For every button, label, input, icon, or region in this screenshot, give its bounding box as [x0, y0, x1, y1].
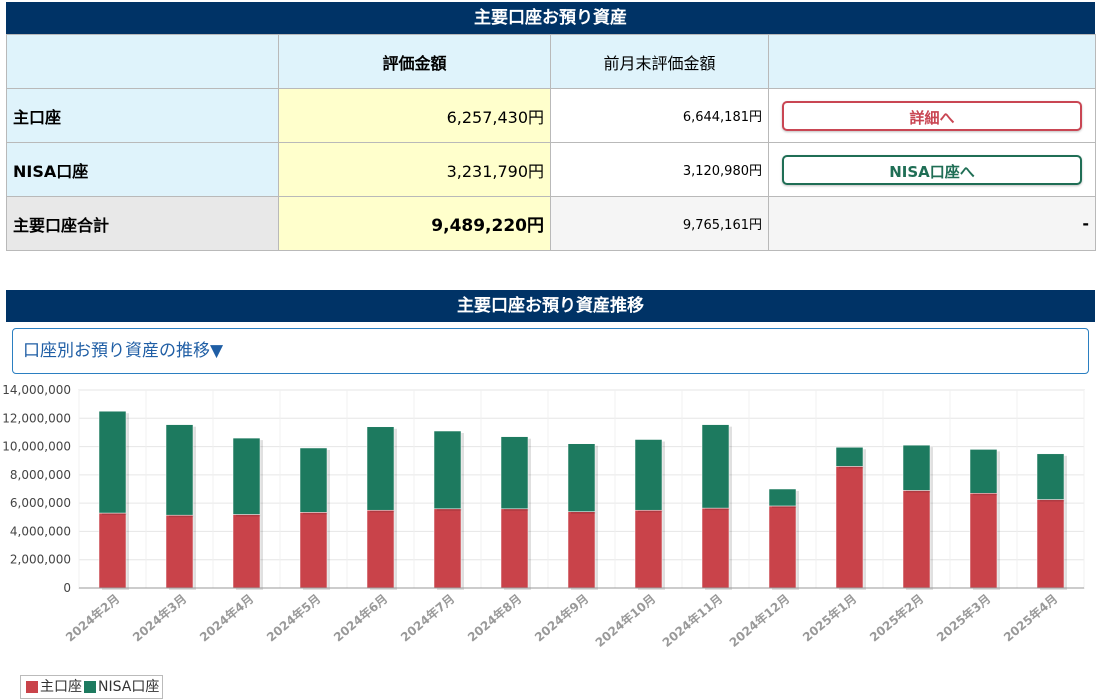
y-tick-label: 10,000,000 — [2, 440, 71, 454]
x-tick-label: 2024年4月 — [196, 591, 256, 645]
bar-nisa-account — [902, 444, 931, 491]
row-label: 主口座 — [6, 88, 279, 143]
header-eval: 評価金額 — [278, 34, 551, 89]
detail-button[interactable]: 詳細へ — [782, 100, 1082, 131]
bar-nisa-account — [634, 439, 663, 511]
table-row: NISA口座 3,231,790円 3,120,980円 NISA口座へ — [6, 142, 1096, 197]
table-row: 主口座 6,257,430円 6,644,181円 詳細へ — [6, 88, 1096, 143]
x-tick-label: 2024年11月 — [659, 591, 725, 650]
total-label: 主要口座合計 — [6, 196, 279, 251]
row-prev: 3,120,980円 — [550, 142, 769, 197]
total-eval: 9,489,220円 — [278, 196, 551, 251]
total-action: - — [768, 196, 1096, 251]
account-trend-toggle[interactable]: 口座別お預り資産の推移▼ — [12, 328, 1089, 374]
y-tick-label: 0 — [63, 581, 71, 595]
x-tick-label: 2024年9月 — [531, 591, 591, 645]
bar-nisa-account — [567, 443, 596, 512]
bar-main-account — [165, 514, 194, 589]
x-tick-label: 2025年4月 — [1000, 591, 1060, 645]
row-eval: 6,257,430円 — [278, 88, 551, 143]
bar-nisa-account — [433, 430, 462, 510]
row-action: NISA口座へ — [768, 142, 1096, 197]
x-tick-label: 2024年3月 — [129, 591, 189, 645]
y-tick-label: 12,000,000 — [2, 411, 71, 425]
assets-table: 評価金額 前月末評価金額 主口座 6,257,430円 6,644,181円 詳… — [6, 34, 1096, 251]
bar-nisa-account — [98, 410, 127, 514]
legend-swatch-main — [26, 681, 38, 693]
nisa-account-button[interactable]: NISA口座へ — [782, 154, 1082, 185]
y-tick-label: 8,000,000 — [10, 468, 71, 482]
x-tick-label: 2024年12月 — [726, 591, 792, 650]
bar-nisa-account — [969, 449, 998, 494]
bar-nisa-account — [835, 447, 864, 467]
y-tick-label: 6,000,000 — [10, 496, 71, 510]
bar-main-account — [366, 509, 395, 589]
bar-main-account — [299, 512, 328, 589]
x-tick-label: 2024年2月 — [62, 591, 122, 645]
bar-nisa-account — [768, 488, 797, 507]
x-tick-label: 2025年3月 — [933, 591, 993, 645]
x-tick-label: 2024年5月 — [263, 591, 323, 645]
y-tick-label: 2,000,000 — [10, 553, 71, 567]
bar-nisa-account — [299, 447, 328, 513]
bar-main-account — [500, 508, 529, 589]
bar-main-account — [567, 511, 596, 589]
bar-main-account — [1036, 499, 1065, 589]
legend-label-main: 主口座 — [40, 679, 82, 695]
row-action: 詳細へ — [768, 88, 1096, 143]
bar-main-account — [969, 492, 998, 589]
bar-main-account — [433, 508, 462, 589]
x-tick-label: 2024年7月 — [397, 591, 457, 645]
row-label: NISA口座 — [6, 142, 279, 197]
bar-main-account — [835, 466, 864, 589]
total-prev: 9,765,161円 — [550, 196, 769, 251]
legend-label-nisa: NISA口座 — [98, 679, 160, 695]
table-header-row: 評価金額 前月末評価金額 — [6, 34, 1096, 89]
summary-header: 主要口座お預り資産 — [6, 2, 1095, 34]
bar-nisa-account — [701, 424, 730, 509]
bar-nisa-account — [1036, 453, 1065, 500]
bar-main-account — [98, 512, 127, 589]
legend-swatch-nisa — [84, 681, 96, 693]
bar-nisa-account — [232, 437, 261, 515]
row-prev: 6,644,181円 — [550, 88, 769, 143]
total-row: 主要口座合計 9,489,220円 9,765,161円 - — [6, 196, 1096, 251]
bar-main-account — [902, 490, 931, 589]
header-empty — [6, 34, 279, 89]
trend-header: 主要口座お預り資産推移 — [6, 290, 1095, 322]
bar-nisa-account — [500, 436, 529, 510]
bar-main-account — [768, 505, 797, 589]
x-tick-label: 2024年6月 — [330, 591, 390, 645]
bar-nisa-account — [165, 424, 194, 516]
y-tick-label: 14,000,000 — [2, 383, 71, 397]
bar-nisa-account — [366, 426, 395, 511]
bar-main-account — [232, 514, 261, 589]
bar-main-account — [701, 507, 730, 589]
header-prev: 前月末評価金額 — [550, 34, 769, 89]
x-tick-label: 2025年2月 — [866, 591, 926, 645]
x-tick-label: 2024年8月 — [464, 591, 524, 645]
x-tick-label: 2024年10月 — [592, 591, 658, 650]
y-tick-label: 4,000,000 — [10, 524, 71, 538]
asset-trend-chart: 14,000,000 12,000,000 10,000,000 8,000,000 6… — [2, 383, 1085, 650]
header-action — [768, 34, 1096, 89]
chart-legend: 主口座 NISA口座 — [20, 675, 164, 699]
bar-main-account — [634, 509, 663, 589]
x-tick-label: 2025年1月 — [799, 591, 859, 645]
row-eval: 3,231,790円 — [278, 142, 551, 197]
